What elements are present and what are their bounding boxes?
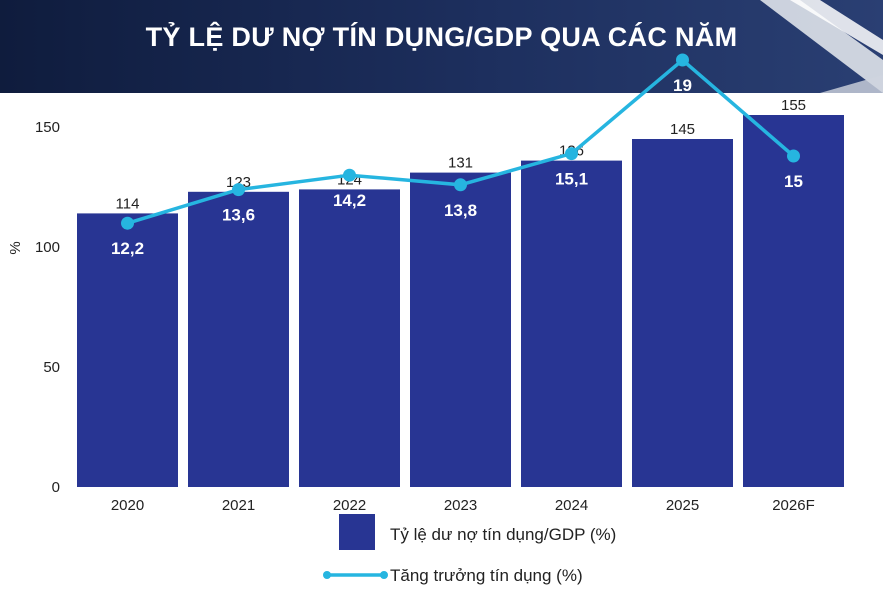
- bar: [410, 172, 511, 487]
- x-tick-label: 2024: [555, 497, 588, 514]
- bar-value-label: 145: [670, 121, 695, 138]
- bar-value-label: 123: [226, 174, 251, 191]
- y-tick-label: 50: [43, 359, 60, 376]
- bar: [188, 191, 289, 488]
- x-tick-label: 2023: [444, 497, 477, 514]
- y-axis-label: %: [7, 241, 24, 254]
- bar-value-label: 155: [781, 97, 806, 114]
- y-tick-label: 150: [35, 119, 60, 136]
- legend-bar-swatch: [339, 514, 375, 550]
- title-banner: TỶ LỆ DƯ NỢ TÍN DỤNG/GDP QUA CÁC NĂM: [0, 0, 883, 93]
- growth-point: [565, 147, 578, 161]
- bar-value-label: 131: [448, 155, 473, 172]
- x-tick-label: 2021: [222, 497, 255, 514]
- x-tick-label: 2026F: [772, 497, 815, 514]
- growth-point: [232, 183, 245, 197]
- bar-series: [77, 115, 844, 488]
- bar: [521, 160, 622, 487]
- growth-value-label: 15: [784, 172, 803, 191]
- chart-title: TỶ LỆ DƯ NỢ TÍN DỤNG/GDP QUA CÁC NĂM: [145, 22, 738, 52]
- legend: Tỷ lệ dư nợ tín dụng/GDP (%) Tăng trưởng …: [323, 514, 616, 585]
- y-axis: 0 50 100 150%: [7, 119, 60, 496]
- y-tick-label: 100: [35, 239, 60, 256]
- y-tick-label: 0: [52, 479, 60, 496]
- growth-value-label: 12,2: [111, 239, 144, 258]
- bar: [743, 115, 844, 487]
- legend-line-dot-right: [380, 571, 388, 579]
- x-tick-label: 2022: [333, 497, 366, 514]
- bar: [77, 213, 178, 487]
- growth-value-label: 19: [673, 76, 692, 95]
- growth-point: [121, 216, 134, 230]
- growth-point: [676, 53, 689, 67]
- bar: [299, 189, 400, 487]
- growth-point: [454, 178, 467, 192]
- legend-bar-label: Tỷ lệ dư nợ tín dụng/GDP (%): [390, 525, 616, 544]
- x-tick-label: 2025: [666, 497, 699, 514]
- legend-line-dot-left: [323, 571, 331, 579]
- growth-point: [787, 149, 800, 163]
- x-axis: 2020 2021 2022 2023 2024 2025 2026F: [111, 497, 815, 514]
- growth-value-label: 13,6: [222, 206, 255, 225]
- growth-value-label: 14,2: [333, 191, 366, 210]
- growth-value-label: 13,8: [444, 201, 477, 220]
- line-series: 12,2 13,6 14,2 13,8 15,1 19 15: [111, 53, 803, 258]
- x-tick-label: 2020: [111, 497, 144, 514]
- legend-line-label: Tăng trưởng tín dụng (%): [390, 566, 583, 585]
- growth-value-label: 15,1: [555, 170, 588, 189]
- bar: [632, 139, 733, 487]
- growth-point: [343, 168, 356, 182]
- banner-decoration: [760, 0, 883, 93]
- bar-value-label: 114: [116, 195, 140, 212]
